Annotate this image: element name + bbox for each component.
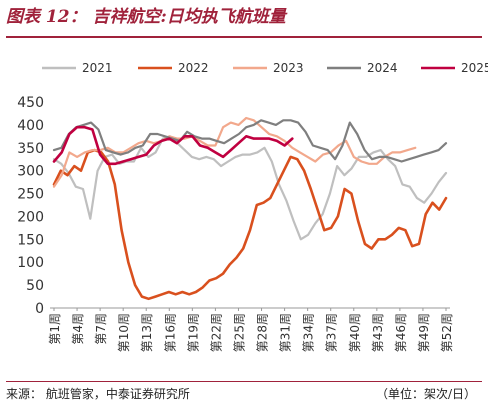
legend-label-2021: 2021 [82,61,113,75]
x-tick-label: 第37周 [325,313,339,352]
y-tick-label: 100 [17,255,44,271]
x-tick-label: 第16周 [163,313,177,352]
legend-label-2024: 2024 [367,61,398,75]
title-divider [6,36,482,38]
y-tick-label: 50 [26,278,44,294]
y-tick-label: 450 [17,95,44,111]
x-tick-label: 第1周 [48,313,62,345]
y-tick-label: 0 [35,301,44,317]
source-note: 来源： 航班管家，中泰证券研究所 [6,387,190,401]
x-tick-label: 第31周 [279,313,293,352]
x-tick-label: 第10周 [117,313,131,352]
x-tick-label: 第52周 [440,313,454,352]
unit-note: （单位：架次/日） [375,387,476,401]
legend-label-2023: 2023 [273,61,304,75]
y-tick-label: 250 [17,187,44,203]
x-tick-label: 第43周 [371,313,385,352]
x-tick-label: 第13周 [140,313,154,352]
x-tick-label: 第7周 [94,313,108,345]
x-tick-label: 第34周 [302,313,316,352]
legend-label-2025: 2025 [461,61,488,75]
plot-area [52,116,448,301]
x-tick-label: 第46周 [394,313,408,352]
x-tick-label: 第19周 [186,313,200,352]
y-tick-label: 350 [17,141,44,157]
figure-title: 图表 12： 吉祥航空:日均执飞航班量 [6,7,286,27]
y-tick-label: 200 [17,209,44,225]
chart: 2021 2022 2023 2024 2025 0 50 100 150 200 250 300 3… [17,61,488,352]
series-line-2024 [52,119,448,163]
legend: 2021 2022 2023 2024 2025 [42,61,488,75]
x-tick-label: 第49周 [417,313,431,352]
x-axis: 第1周 第4周 第7周 第10周 第13周 第16周 第19周 第22周 第25周 第28周 第31… [48,307,454,352]
x-tick-label: 第4周 [71,313,85,345]
x-tick-label: 第40周 [348,313,362,352]
x-tick-label: 第22周 [209,313,223,352]
series-line-2025 [52,125,294,166]
series-line-2023 [52,116,417,188]
y-tick-label: 300 [17,164,44,180]
footer-divider [6,381,482,382]
x-tick-label: 第28周 [256,313,270,352]
y-axis: 0 50 100 150 200 250 300 350 400 450 [17,95,44,317]
y-tick-label: 150 [17,232,44,248]
x-tick-label: 第25周 [232,313,246,352]
y-tick-label: 400 [17,118,44,134]
legend-label-2022: 2022 [178,61,209,75]
series-line-2022 [52,148,448,301]
